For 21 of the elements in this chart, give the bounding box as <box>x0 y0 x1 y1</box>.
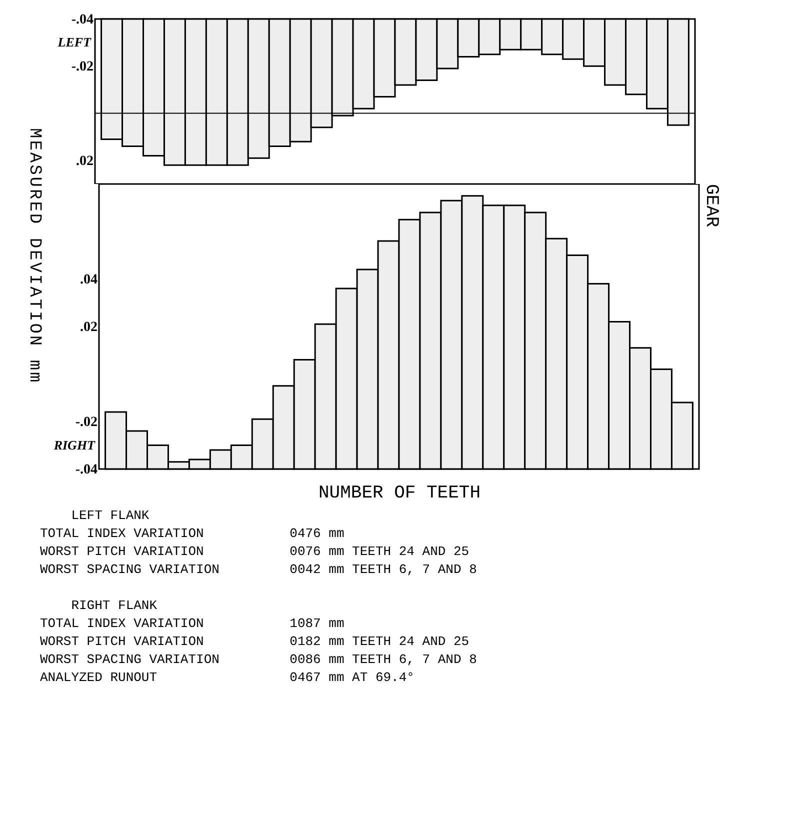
text: RIGHT <box>52 437 96 452</box>
text: LEFT <box>56 34 92 50</box>
y-tick-label: -.04 <box>75 462 98 478</box>
text: WORST PITCH VARIATION 0182 mm TEETH 24 AND 25 <box>40 633 470 651</box>
text: WORST SPACING VARIATION 0086 mm TEETH 6, 7 AND 8 <box>40 651 478 669</box>
text: WORST PITCH VARIATION 0076 mm TEETH 24 AND 25 <box>40 543 470 561</box>
x-axis-title: NUMBER OF TEETH <box>318 484 481 504</box>
text: WORST SPACING VARIATION 0042 mm TEETH 6, 7 AND 8 <box>40 561 478 579</box>
text: ANALYZED RUNOUT 0467 mm AT 69.4° <box>40 669 416 687</box>
y-tick-label: -.04 <box>71 12 94 28</box>
text: LEFT FLANK <box>70 507 150 525</box>
y-tick-label: .02 <box>76 154 94 169</box>
y-axis-title: MEASURED DEVIATION mm <box>24 127 44 387</box>
text: TOTAL INDEX VARIATION 1087 mm <box>40 615 346 633</box>
text: TOTAL INDEX VARIATION 0476 mm <box>40 525 346 543</box>
y-tick-label: .04 <box>80 272 98 288</box>
y-tick-label: .02 <box>80 320 98 335</box>
text: RIGHT FLANK <box>70 597 158 615</box>
y-tick-label: -.02 <box>75 415 98 430</box>
y-tick-label: -.02 <box>71 60 94 75</box>
text: GEAR <box>701 184 721 228</box>
